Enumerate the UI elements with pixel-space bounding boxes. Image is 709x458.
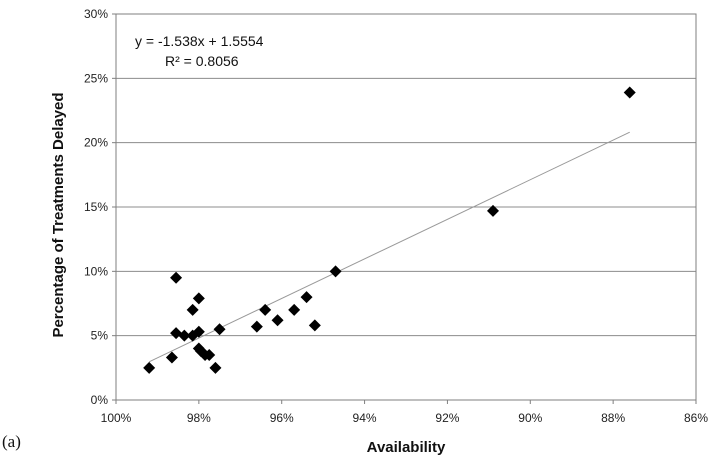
gridlines bbox=[116, 77, 696, 337]
x-tick-label: 98% bbox=[187, 411, 211, 425]
data-point bbox=[213, 323, 226, 336]
trendline-group bbox=[148, 131, 630, 363]
y-tick-label: 5% bbox=[91, 329, 109, 343]
data-point bbox=[271, 314, 284, 327]
r-squared-label: R² = 0.8056 bbox=[165, 53, 239, 69]
data-points bbox=[143, 86, 636, 374]
data-point bbox=[143, 361, 156, 374]
x-tick-label: 92% bbox=[435, 411, 459, 425]
data-point bbox=[203, 348, 216, 361]
data-point bbox=[288, 303, 301, 316]
y-tick-label: 25% bbox=[84, 71, 108, 85]
data-point bbox=[250, 320, 263, 333]
y-tick-label: 10% bbox=[84, 264, 108, 278]
data-point bbox=[192, 292, 205, 305]
y-tick-label: 0% bbox=[91, 393, 109, 407]
y-tick-label: 15% bbox=[84, 200, 108, 214]
x-axis-title: Availability bbox=[367, 439, 446, 456]
data-point bbox=[308, 319, 321, 332]
panel-label: (a) bbox=[2, 432, 21, 451]
y-tick-label: 20% bbox=[84, 136, 108, 150]
data-point bbox=[487, 204, 499, 217]
x-tick-label: 100% bbox=[101, 411, 132, 425]
x-tick-label: 90% bbox=[518, 411, 542, 425]
data-point bbox=[165, 351, 178, 364]
y-axis-title: Percentage of Treatments Delayed bbox=[50, 92, 67, 337]
data-point bbox=[300, 291, 313, 304]
data-point bbox=[623, 86, 636, 99]
data-point bbox=[178, 329, 191, 342]
x-tick-label: 94% bbox=[353, 411, 377, 425]
trendline bbox=[148, 131, 630, 363]
data-point bbox=[170, 271, 183, 284]
x-tick-label: 86% bbox=[684, 411, 708, 425]
data-point bbox=[186, 303, 199, 316]
data-point bbox=[329, 265, 342, 278]
x-axis-ticks: 100% 98% 96% 94% 92% 90% 88% 86% bbox=[101, 400, 708, 425]
data-point bbox=[209, 361, 222, 374]
trendline-equation: y = -1.538x + 1.5554 bbox=[135, 33, 264, 49]
data-point bbox=[192, 325, 205, 338]
x-tick-label: 88% bbox=[601, 411, 625, 425]
y-axis-ticks: 0% 5% 10% 15% 20% 25% 30% bbox=[84, 7, 116, 407]
x-tick-label: 96% bbox=[270, 411, 294, 425]
y-tick-label: 30% bbox=[84, 7, 108, 21]
data-point bbox=[259, 303, 272, 316]
